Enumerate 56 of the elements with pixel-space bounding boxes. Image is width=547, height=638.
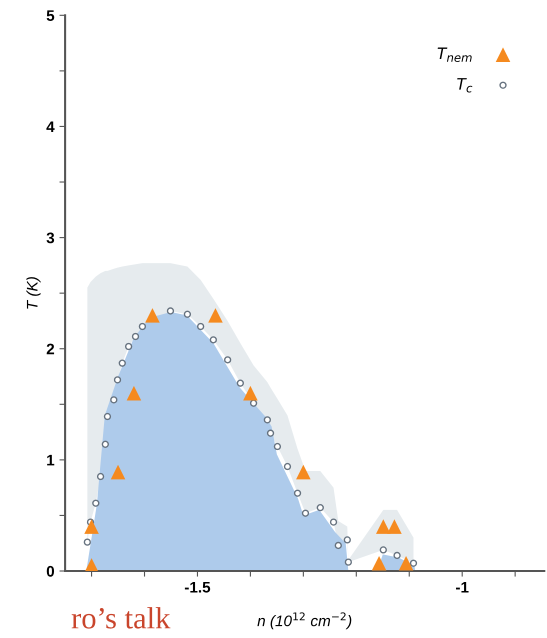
point <box>316 504 324 512</box>
point <box>264 416 271 424</box>
point <box>243 386 258 400</box>
point <box>302 510 310 517</box>
point <box>145 308 160 323</box>
point <box>393 552 401 560</box>
point <box>102 440 109 448</box>
point <box>296 464 311 480</box>
y-tick-label: 1 <box>47 454 54 466</box>
point <box>118 360 126 367</box>
y-axis-title: T (K) <box>26 277 41 309</box>
point <box>166 307 174 315</box>
point <box>184 310 192 318</box>
point <box>344 536 351 544</box>
y-tick-label: 4 <box>46 121 55 132</box>
point <box>132 332 140 340</box>
point <box>294 490 302 497</box>
point <box>126 386 142 400</box>
point <box>208 308 223 323</box>
text: ro’s talk <box>72 607 170 629</box>
point <box>250 400 258 407</box>
point <box>114 376 122 384</box>
point <box>266 430 274 437</box>
point <box>210 336 217 344</box>
x-tick-label: -1 <box>456 582 469 592</box>
point <box>236 380 244 387</box>
point <box>92 500 100 507</box>
point <box>104 412 112 420</box>
x-axis-title: n (10$^{12}$ cm$^{−2}$) <box>257 612 352 630</box>
point <box>110 464 126 480</box>
point <box>398 556 414 571</box>
point <box>372 556 386 571</box>
y-tick-label: 0 <box>46 566 54 577</box>
legend-label: T$_{c}$ <box>457 78 472 92</box>
point <box>196 322 204 330</box>
point <box>334 542 342 550</box>
point <box>84 538 91 546</box>
point <box>96 472 104 480</box>
point <box>110 396 118 404</box>
point <box>84 519 99 534</box>
y-tick-label: 2 <box>46 344 54 354</box>
y-tick-label: 3 <box>46 232 54 244</box>
point <box>387 519 402 534</box>
point <box>376 519 391 534</box>
point <box>284 462 292 470</box>
point <box>138 322 146 330</box>
point <box>410 560 418 567</box>
point <box>224 356 232 364</box>
point <box>124 342 132 350</box>
point <box>274 442 282 450</box>
y-tick-label: 5 <box>46 10 54 21</box>
legend-label: T$_{nem}$ <box>438 48 472 62</box>
point <box>344 558 352 566</box>
point <box>380 546 387 554</box>
point <box>330 518 338 526</box>
x-tick-label: -1.5 <box>184 582 210 593</box>
